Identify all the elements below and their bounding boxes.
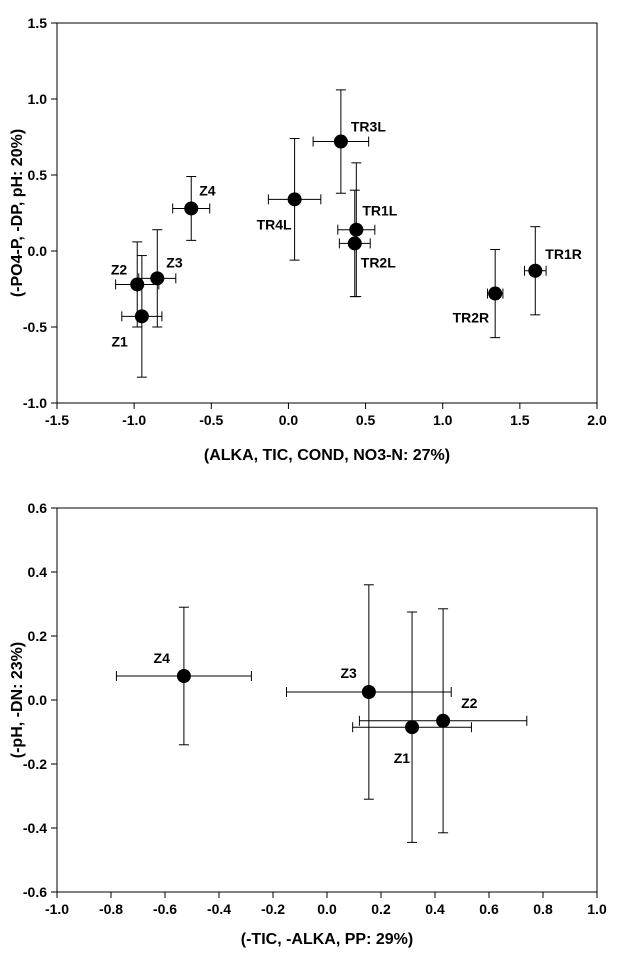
y-tick-label: 0.6 bbox=[28, 500, 48, 516]
data-point-z3: Z3 bbox=[286, 584, 452, 800]
point-marker bbox=[130, 277, 145, 292]
point-marker bbox=[405, 720, 420, 735]
x-axis-title: (ALKA, TIC, COND, NO3-N: 27%) bbox=[204, 447, 450, 464]
point-marker bbox=[176, 669, 191, 683]
y-tick-label: -0.6 bbox=[23, 884, 47, 900]
point-label: TR1R bbox=[545, 246, 582, 262]
x-tick-label: 0.5 bbox=[356, 412, 376, 428]
x-tick-label: -0.6 bbox=[153, 901, 177, 917]
y-axis-title: (-PO4-P, -DP, pH: 20%) bbox=[9, 129, 26, 297]
x-axis-title: (-TIC, -ALKA, PP: 29%) bbox=[241, 931, 413, 948]
x-tick-label: -1.0 bbox=[122, 412, 146, 428]
x-tick-label: 0.8 bbox=[533, 901, 553, 917]
data-point-z2: Z2 bbox=[358, 608, 528, 834]
x-tick-label: -1.0 bbox=[45, 901, 69, 917]
data-point-z1: Z1 bbox=[352, 611, 472, 843]
x-tick-label: 0.0 bbox=[317, 901, 337, 917]
point-label: Z3 bbox=[166, 254, 183, 270]
point-label: TR3L bbox=[351, 119, 386, 135]
x-tick-label: -0.2 bbox=[261, 901, 285, 917]
x-tick-label: 2.0 bbox=[587, 412, 607, 428]
y-tick-label: 0.0 bbox=[28, 692, 48, 708]
point-label: TR1L bbox=[362, 203, 397, 219]
data-point-z4: Z4 bbox=[115, 606, 252, 746]
point-label: Z2 bbox=[461, 695, 478, 711]
point-marker bbox=[488, 286, 503, 301]
point-label: TR2L bbox=[361, 254, 396, 270]
point-marker bbox=[528, 263, 543, 278]
x-tick-label: 0.2 bbox=[371, 901, 391, 917]
chart-panel-2: -1.0 -0.8 -0.6 -0.4 -0.2 0.0 0.2 0.4 0.6 0.8 1.0 -0… bbox=[9, 500, 607, 948]
point-marker bbox=[361, 685, 376, 699]
point-marker bbox=[150, 271, 165, 286]
point-marker bbox=[333, 134, 348, 149]
point-marker bbox=[184, 201, 199, 216]
y-tick-label: 0.5 bbox=[28, 167, 48, 183]
x-tick-label: -0.5 bbox=[199, 412, 223, 428]
data-point-z3: Z3 bbox=[138, 229, 183, 328]
data-point-tr1l: TR1L bbox=[337, 162, 398, 298]
x-tick-label: -0.4 bbox=[207, 901, 231, 917]
data-point-tr1r: TR1R bbox=[523, 226, 582, 316]
y-tick-label: 0.2 bbox=[28, 628, 48, 644]
x-tick-label: 0.0 bbox=[279, 412, 299, 428]
chart-panel-1: -1.5 -1.0 -0.5 0.0 0.5 1.0 1.5 2.0-1.0-0.50.00.… bbox=[9, 15, 607, 464]
point-label: Z3 bbox=[341, 665, 358, 681]
data-point-tr2r: TR2R bbox=[453, 248, 504, 339]
x-tick-label: 0.6 bbox=[479, 901, 499, 917]
x-tick-label: 1.0 bbox=[587, 901, 607, 917]
data-point-tr3l: TR3L bbox=[312, 89, 386, 194]
y-tick-label: -0.4 bbox=[23, 820, 47, 836]
data-point-tr4l: TR4L bbox=[257, 138, 322, 261]
point-marker bbox=[287, 192, 302, 207]
point-marker bbox=[347, 236, 362, 251]
x-tick-label: -0.8 bbox=[99, 901, 123, 917]
point-label: Z2 bbox=[111, 261, 128, 277]
x-tick-label: 1.0 bbox=[433, 412, 453, 428]
y-tick-label: 0.4 bbox=[28, 564, 48, 580]
y-tick-label: -1.0 bbox=[23, 395, 47, 411]
point-label: Z1 bbox=[112, 333, 129, 349]
point-marker bbox=[349, 222, 364, 237]
point-label: Z4 bbox=[199, 182, 216, 198]
point-marker bbox=[436, 713, 451, 728]
point-label: TR2R bbox=[453, 310, 490, 326]
y-tick-label: -0.2 bbox=[23, 756, 47, 772]
y-tick-label: 1.0 bbox=[28, 91, 48, 107]
y-tick-label: 0.0 bbox=[28, 243, 48, 259]
y-tick-label: 1.5 bbox=[28, 15, 48, 31]
point-label: TR4L bbox=[257, 216, 292, 232]
data-point-z4: Z4 bbox=[172, 176, 216, 241]
point-label: Z1 bbox=[394, 750, 411, 766]
y-axis-title: (-pH, -DN: 23%) bbox=[9, 642, 26, 758]
data-point-z1: Z1 bbox=[112, 255, 163, 378]
x-tick-label: 1.5 bbox=[510, 412, 530, 428]
x-tick-label: 0.4 bbox=[425, 901, 445, 917]
data-point-tr2l: TR2L bbox=[338, 189, 396, 298]
y-tick-label: -0.5 bbox=[23, 319, 47, 335]
point-label: Z4 bbox=[154, 650, 171, 666]
x-tick-label: -1.5 bbox=[45, 412, 69, 428]
point-marker bbox=[134, 309, 149, 324]
plot-frame bbox=[56, 22, 598, 404]
